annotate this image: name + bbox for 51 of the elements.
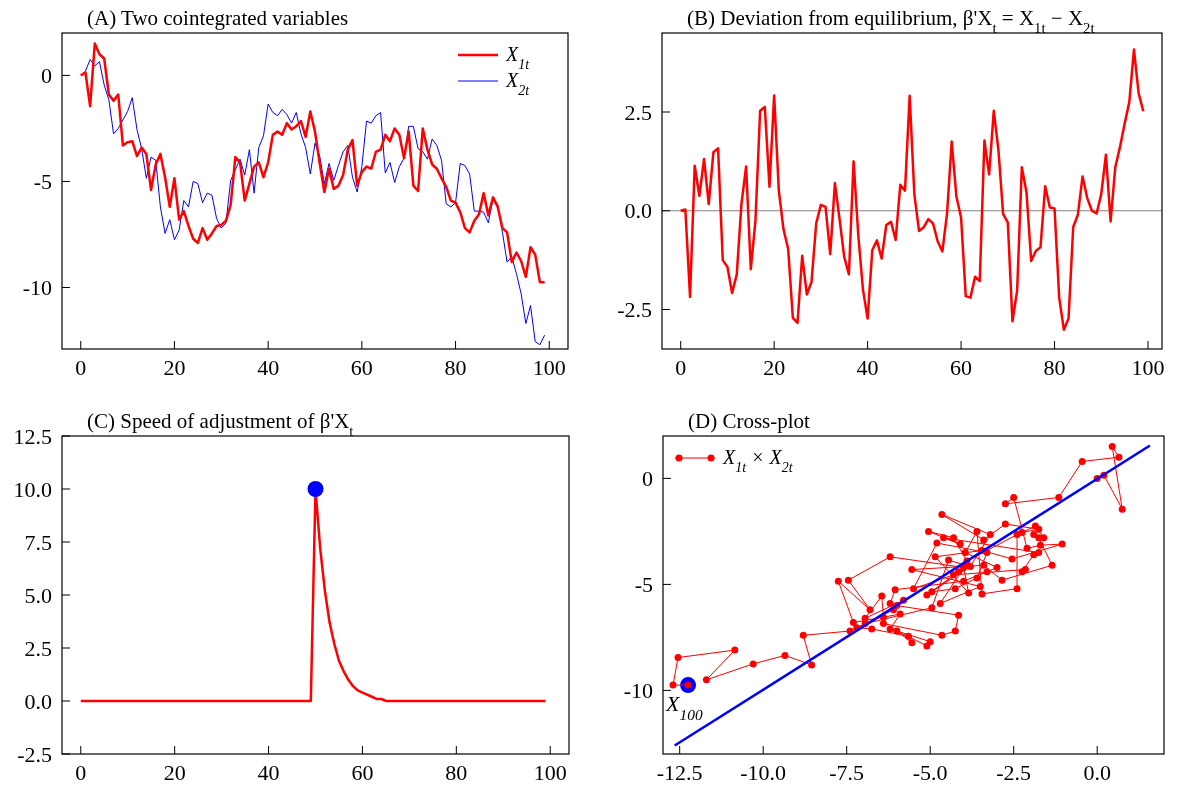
- x-tick-label: -10.0: [740, 760, 787, 785]
- line-series: [79, 42, 546, 284]
- y-tick-label: 10.0: [13, 476, 52, 502]
- x-tick-label: 100: [533, 760, 567, 785]
- x-tick-label: 0.0: [1083, 760, 1111, 785]
- y-tick-label: -10: [22, 275, 52, 301]
- chart-title: (B) Deviation from equilibrium, β'X$_{t}$ = X$_{1t}$ − X$_{2t}$: [687, 6, 1095, 36]
- x-tick-label: 40: [257, 355, 280, 380]
- x-tick-label: 100: [532, 355, 566, 380]
- annotation: X$_{100}$: [665, 691, 703, 723]
- y-tick-label: -10: [623, 678, 653, 704]
- line-series: [679, 48, 1145, 331]
- y-tick-label: -5: [33, 169, 52, 195]
- x-tick-label: 80: [444, 355, 467, 380]
- x-tick-label: 40: [856, 355, 879, 380]
- chart-title: (A) Two cointegrated variables: [87, 6, 349, 30]
- chart-title: (C) Speed of adjustment of β'X$_{t}$: [87, 409, 354, 439]
- x-tick-label: 20: [163, 760, 186, 785]
- y-tick-label: 0.0: [24, 688, 52, 714]
- legend-label: X$_{1t}$: [505, 43, 531, 72]
- y-tick-label: 5.0: [24, 582, 52, 608]
- x-tick-label: -2.5: [996, 760, 1032, 785]
- legend-label: X$_{1t}$ × X$_{2t}$: [722, 446, 794, 475]
- x-tick-label: 100: [1131, 355, 1165, 380]
- x-tick-label: -12.5: [656, 760, 703, 785]
- x-tick-label: 60: [351, 760, 374, 785]
- x-tick-label: 0: [75, 760, 87, 785]
- y-tick-label: 2.5: [624, 99, 652, 125]
- x-tick-label: 20: [163, 355, 186, 380]
- x-tick-label: -7.5: [829, 760, 865, 785]
- y-tick-label: 2.5: [24, 635, 52, 661]
- chart-title: (D) Cross-plot: [688, 409, 811, 433]
- y-tick-label: -2.5: [617, 297, 652, 323]
- x-tick-label: 40: [257, 760, 280, 785]
- x-tick-label: 20: [763, 355, 786, 380]
- x-tick-label: 80: [445, 760, 468, 785]
- y-tick-label: 7.5: [24, 529, 52, 555]
- x-tick-label: 60: [350, 355, 373, 380]
- line-series: [84, 59, 546, 346]
- y-tick-label: -5: [634, 572, 653, 598]
- y-tick-label: -2.5: [17, 741, 52, 767]
- x-tick-label: -5.0: [912, 760, 948, 785]
- x-tick-label: 80: [1043, 355, 1066, 380]
- y-tick-label: 0: [642, 466, 653, 492]
- y-tick-label: 0.0: [624, 198, 652, 224]
- y-tick-label: 0: [41, 63, 52, 89]
- legend-label: X$_{2t}$: [505, 69, 531, 98]
- x-tick-label: 0: [75, 355, 87, 380]
- x-tick-label: 0: [675, 355, 687, 380]
- x-tick-label: 60: [950, 355, 973, 380]
- y-tick-label: 12.5: [13, 423, 52, 449]
